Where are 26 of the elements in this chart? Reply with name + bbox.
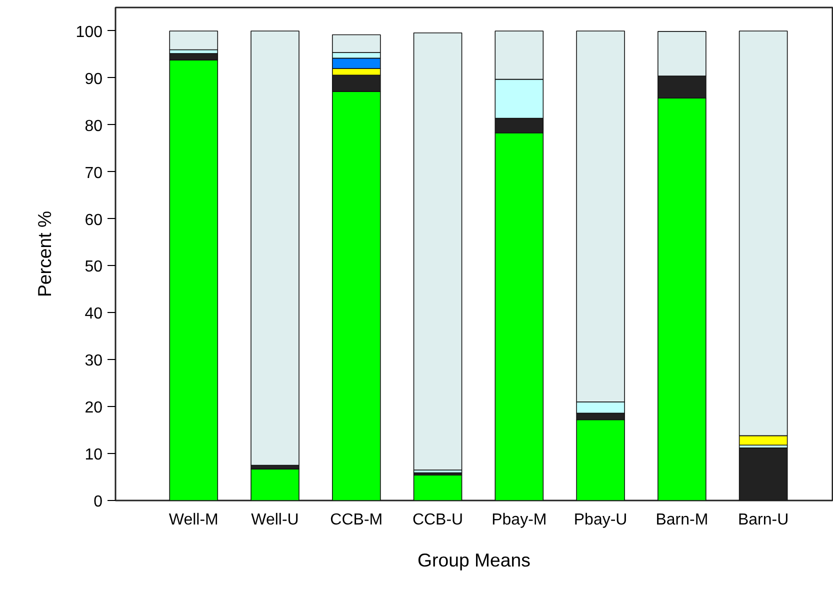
x-tick-label: Well-U [251, 512, 299, 528]
bar [250, 468, 300, 500]
x-axis-title: Group Means [417, 550, 531, 570]
bar [250, 30, 300, 466]
y-tick-label: 80 [84, 118, 103, 135]
y-tick-label: 50 [84, 258, 103, 276]
y-tick-label: 40 [84, 306, 103, 323]
x-tick-label: Pbay-U [574, 512, 628, 528]
y-tick-label: 90 [84, 70, 103, 88]
y-tick-label: 0 [94, 494, 103, 510]
y-tick-label: 30 [84, 352, 103, 370]
bar [413, 474, 462, 500]
x-tick-label: CCB-U [412, 512, 464, 528]
bar [169, 30, 218, 50]
y-tick-label: 70 [84, 164, 103, 182]
y-tick-label: 10 [84, 446, 103, 464]
y-axis-title: Percent % [34, 210, 55, 298]
y-tick-label: 60 [84, 212, 103, 229]
x-tick-label: Pbay-M [492, 512, 547, 528]
x-tick-label: Barn-U [738, 512, 789, 528]
x-tick-label: CCB-M [330, 512, 383, 528]
y-tick-label: 100 [76, 24, 103, 41]
bar [413, 32, 462, 470]
y-tick-label: 20 [84, 400, 103, 417]
x-tick-label: Well-M [168, 512, 218, 528]
x-tick-label: Barn-M [656, 512, 708, 528]
